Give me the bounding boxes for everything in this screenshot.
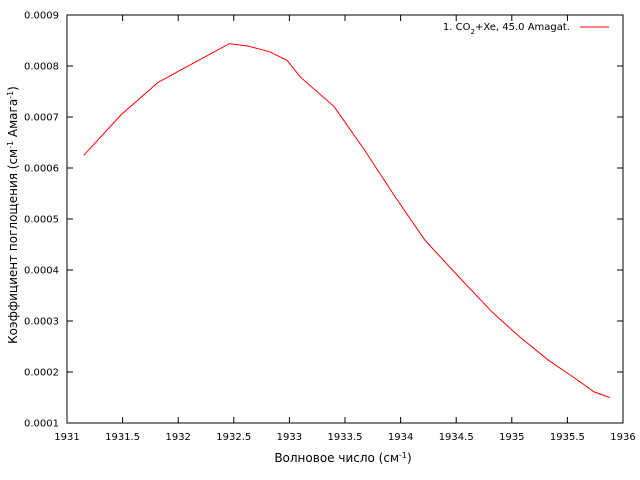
y-tick-label: 0.0003 [24, 317, 59, 328]
x-axis-title: Волновое число (см-1) [274, 451, 411, 466]
plot-frame [66, 14, 624, 424]
y-tick-label: 0.0009 [24, 11, 59, 22]
x-tick-label: 1931 [54, 432, 79, 443]
y-tick-label: 0.0001 [24, 419, 59, 430]
y-tick-label: 0.0005 [24, 215, 59, 226]
x-tick-label: 1935 [499, 432, 524, 443]
x-tick-label: 1934.5 [439, 432, 474, 443]
y-axis-title: Коэффициент поглощения (см-1 Амага-1) [6, 86, 21, 344]
x-tick-label: 1936 [610, 432, 635, 443]
x-tick-label: 1933 [277, 432, 302, 443]
y-tick-label: 0.0006 [24, 164, 59, 175]
series-line [83, 43, 610, 398]
y-tick-label: 0.0004 [24, 266, 59, 277]
x-tick-label: 1935.5 [550, 432, 585, 443]
x-tick-label: 1931.5 [105, 432, 140, 443]
x-tick-label: 1932 [165, 432, 190, 443]
legend-label: 1. CO2+Xe, 45.0 Amagat. [443, 22, 570, 36]
x-tick-label: 1934 [388, 432, 413, 443]
x-tick-label: 1933.5 [328, 432, 363, 443]
x-tick-label: 1932.5 [216, 432, 251, 443]
y-tick-label: 0.0008 [24, 62, 59, 73]
y-tick-label: 0.0007 [24, 113, 59, 124]
y-tick-label: 0.0002 [24, 368, 59, 379]
